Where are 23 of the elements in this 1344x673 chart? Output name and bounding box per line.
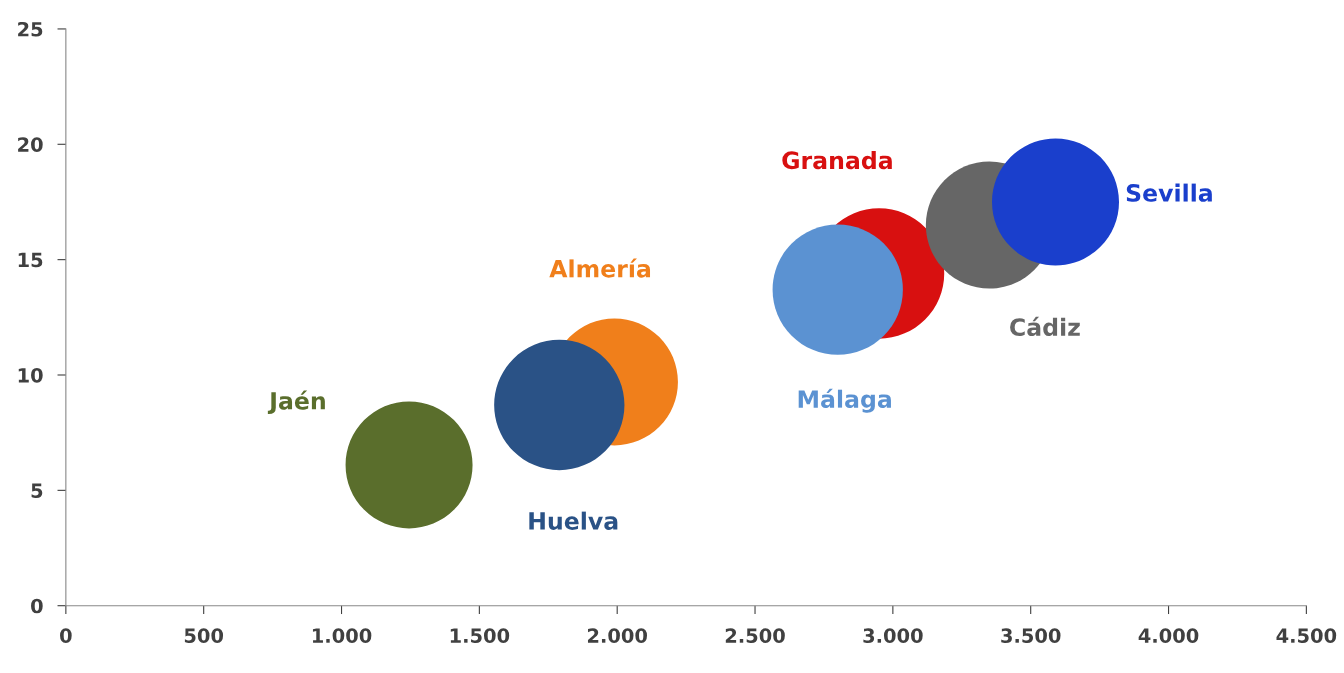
y-tick-label: 15 — [18, 252, 43, 268]
series-label: Jaén — [267, 390, 325, 415]
y-tick-label: 20 — [18, 137, 43, 152]
x-tick-label: 4.000 — [1138, 628, 1199, 643]
x-tick-label: 4.500 — [1276, 628, 1337, 643]
x-tick-label: 1.000 — [312, 628, 372, 643]
x-tick-label: 1.500 — [450, 628, 510, 643]
series-label: Málaga — [798, 388, 891, 413]
x-tick-label: 3.000 — [863, 628, 923, 643]
x-tick-label: 500 — [184, 628, 224, 643]
y-tick-label: 0 — [31, 598, 43, 614]
series-label: Huelva — [529, 511, 618, 530]
series-label: Cádiz — [1010, 316, 1080, 337]
y-tick-label: 5 — [31, 483, 43, 499]
series-label: Granada — [782, 150, 892, 170]
x-tick-label: 0 — [60, 628, 72, 643]
y-tick-label: 10 — [18, 367, 43, 383]
x-tick-label: 2.500 — [725, 628, 785, 643]
series-label: Almería — [549, 258, 651, 278]
x-tick-label: 3.500 — [1001, 628, 1061, 643]
y-tick-label: 25 — [18, 21, 43, 37]
series-label: Sevilla — [1126, 183, 1212, 202]
x-tick-label: 2.000 — [587, 628, 648, 643]
